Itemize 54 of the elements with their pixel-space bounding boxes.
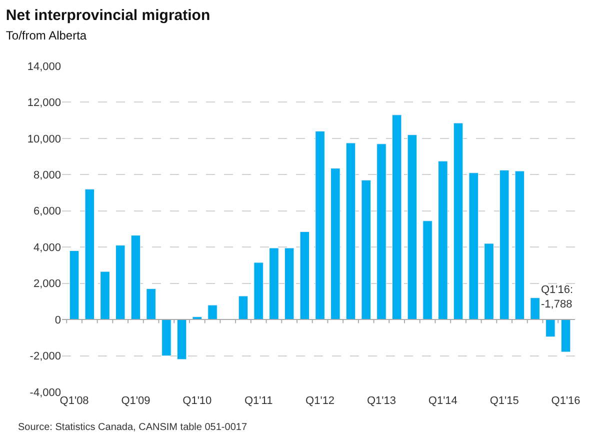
y-tick-label: 14,000 (27, 60, 61, 73)
bar (468, 172, 478, 320)
bar (176, 319, 187, 360)
bar (116, 245, 126, 320)
y-tick-label: 2,000 (33, 278, 61, 290)
bar (560, 319, 571, 352)
bar (438, 160, 448, 320)
y-tick-label: 10,000 (27, 133, 61, 146)
bar (254, 262, 264, 320)
bar (407, 134, 418, 320)
bar (208, 304, 218, 320)
y-tick-label: 12,000 (27, 97, 61, 110)
x-tick-label: Q1'09 (121, 395, 150, 407)
x-tick-label: Q1'12 (306, 395, 335, 407)
bar (130, 235, 141, 320)
bar (514, 170, 525, 320)
annotation: Q1'16: -1,788 (541, 284, 574, 310)
x-tick-label: Q1'15 (490, 395, 519, 407)
bar (484, 243, 494, 320)
bar (238, 296, 248, 320)
bar (392, 114, 402, 320)
y-tick-label: 6,000 (33, 206, 61, 218)
bar (269, 248, 279, 320)
chart-title: Net interprovincial migration (6, 6, 210, 24)
bar (361, 180, 371, 320)
y-tick-label: 4,000 (33, 242, 61, 254)
bar (69, 250, 80, 320)
bar (146, 288, 156, 320)
x-tick-label: Q1'14 (428, 395, 458, 407)
bar (315, 130, 325, 320)
chart-subtitle: To/from Alberta (6, 28, 87, 42)
x-tick-label: Q1'13 (366, 395, 396, 407)
bar (84, 188, 94, 320)
y-tick-label: 0 (54, 314, 61, 326)
bar (530, 298, 540, 320)
bar (546, 319, 556, 338)
bar (330, 168, 340, 320)
bar (300, 231, 310, 320)
bar (100, 271, 110, 320)
source-note: Source: Statistics Canada, CANSIM table 051-0017 (18, 422, 248, 433)
bar (499, 170, 510, 320)
x-tick-label: Q1'08 (60, 395, 89, 407)
y-tick-label: -4,000 (30, 386, 61, 399)
bar (162, 319, 172, 356)
bar (422, 220, 432, 320)
x-tick-label: Q1'16 (551, 395, 580, 407)
bar (453, 122, 464, 320)
y-tick-label: 8,000 (33, 170, 61, 182)
bar (284, 248, 294, 320)
x-tick-label: Q1'10 (182, 395, 212, 407)
x-tick-label: Q1'11 (244, 395, 273, 407)
bar (346, 142, 356, 320)
bar (376, 144, 386, 320)
y-tick-label: -2,000 (30, 350, 61, 363)
